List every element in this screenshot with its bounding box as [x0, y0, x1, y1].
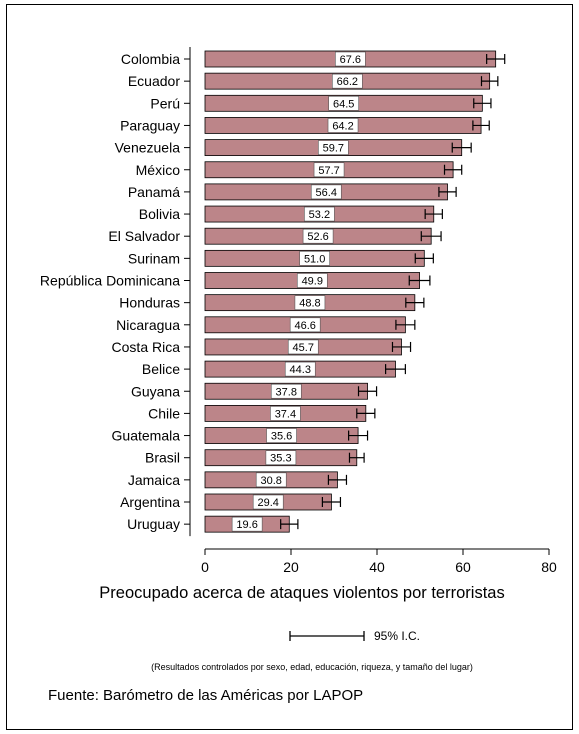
data-label-box — [296, 273, 328, 288]
data-label-box — [327, 118, 359, 133]
data-label: 59.7 — [323, 143, 344, 155]
data-label-box — [284, 361, 316, 377]
data-label: 66.2 — [337, 76, 358, 88]
data-label: 64.5 — [333, 98, 354, 110]
data-label-box — [335, 51, 366, 67]
data-label: 49.9 — [302, 276, 323, 288]
x-axis-label: Preocupado acerca de ataques violentos p… — [99, 584, 504, 602]
category-label: Brasil — [145, 450, 180, 466]
legend-label: 95% I.C. — [374, 629, 420, 643]
category-label: Jamaica — [128, 472, 180, 488]
data-label-box — [270, 406, 301, 421]
x-tick-label: 0 — [201, 559, 209, 575]
data-label-box — [289, 317, 321, 333]
data-label: 45.7 — [293, 342, 314, 354]
data-label: 64.2 — [332, 120, 353, 132]
category-label: Panamá — [128, 184, 180, 200]
category-label: República Dominicana — [40, 273, 180, 289]
data-label-box — [302, 228, 334, 244]
category-label: Surinam — [128, 250, 180, 266]
data-label: 46.6 — [294, 320, 315, 332]
data-label-box — [252, 494, 284, 510]
category-label: Guyana — [131, 383, 180, 399]
data-label: 44.3 — [290, 364, 311, 376]
category-label: Guatemala — [112, 428, 181, 444]
data-label: 53.2 — [309, 209, 330, 221]
data-label: 37.4 — [275, 408, 296, 420]
data-label: 52.6 — [307, 231, 328, 243]
data-label: 35.6 — [271, 431, 292, 443]
footnote: (Resultados controlados por sexo, edad, … — [151, 662, 473, 672]
category-label: Nicaragua — [116, 317, 180, 333]
data-label-box — [318, 140, 349, 155]
category-label: México — [136, 162, 181, 178]
data-label-box — [299, 251, 330, 266]
x-tick-label: 60 — [455, 559, 471, 575]
data-label: 29.4 — [257, 497, 278, 509]
x-tick-label: 40 — [369, 559, 385, 575]
data-label: 56.4 — [316, 187, 337, 199]
data-label: 35.3 — [270, 453, 291, 465]
category-label: Bolivia — [139, 206, 180, 222]
category-label: Venezuela — [115, 140, 181, 156]
category-label: Belice — [142, 361, 180, 377]
category-label: Costa Rica — [112, 339, 181, 355]
category-label: Chile — [148, 405, 180, 421]
category-label: Perú — [150, 95, 180, 111]
data-label: 57.7 — [318, 165, 339, 177]
data-label: 19.6 — [236, 519, 257, 531]
data-label-box — [265, 450, 297, 466]
data-label-box — [231, 516, 263, 532]
data-label-box — [266, 428, 297, 443]
data-label-box — [270, 383, 302, 399]
data-label-box — [332, 73, 363, 89]
category-labels: Colombia Ecuador Perú Paraguay Venezuela Méxi… — [40, 51, 190, 532]
data-label-box — [287, 339, 319, 355]
x-axis: 0 20 40 60 80 — [189, 47, 557, 575]
category-label: El Salvador — [108, 228, 180, 244]
data-label: 51.0 — [304, 253, 325, 265]
bars-layer: 67.6 66.2 64.5 64.2 59.7 57.7 56.4 53.2 52.6 51.0… — [204, 50, 506, 533]
x-tick-label: 80 — [541, 559, 557, 575]
data-label: 48.8 — [299, 298, 320, 310]
data-label: 30.8 — [261, 475, 282, 487]
x-tick-label: 20 — [283, 559, 299, 575]
category-label: Paraguay — [120, 117, 180, 133]
data-label-box — [294, 295, 326, 310]
category-label: Argentina — [120, 494, 180, 510]
category-label: Uruguay — [127, 516, 180, 532]
category-label: Ecuador — [128, 73, 180, 89]
data-label-box — [304, 206, 335, 222]
legend: 95% I.C. — [289, 629, 420, 643]
source-note: Fuente: Barómetro de las Américas por LA… — [48, 687, 363, 704]
data-label-box — [328, 96, 359, 111]
category-label: Honduras — [119, 295, 180, 311]
data-label: 37.8 — [276, 386, 297, 398]
data-label: 67.6 — [340, 54, 361, 66]
category-label: Colombia — [121, 51, 180, 67]
data-label-box — [310, 184, 342, 200]
data-label-box — [255, 472, 287, 488]
data-label-box — [313, 162, 345, 178]
